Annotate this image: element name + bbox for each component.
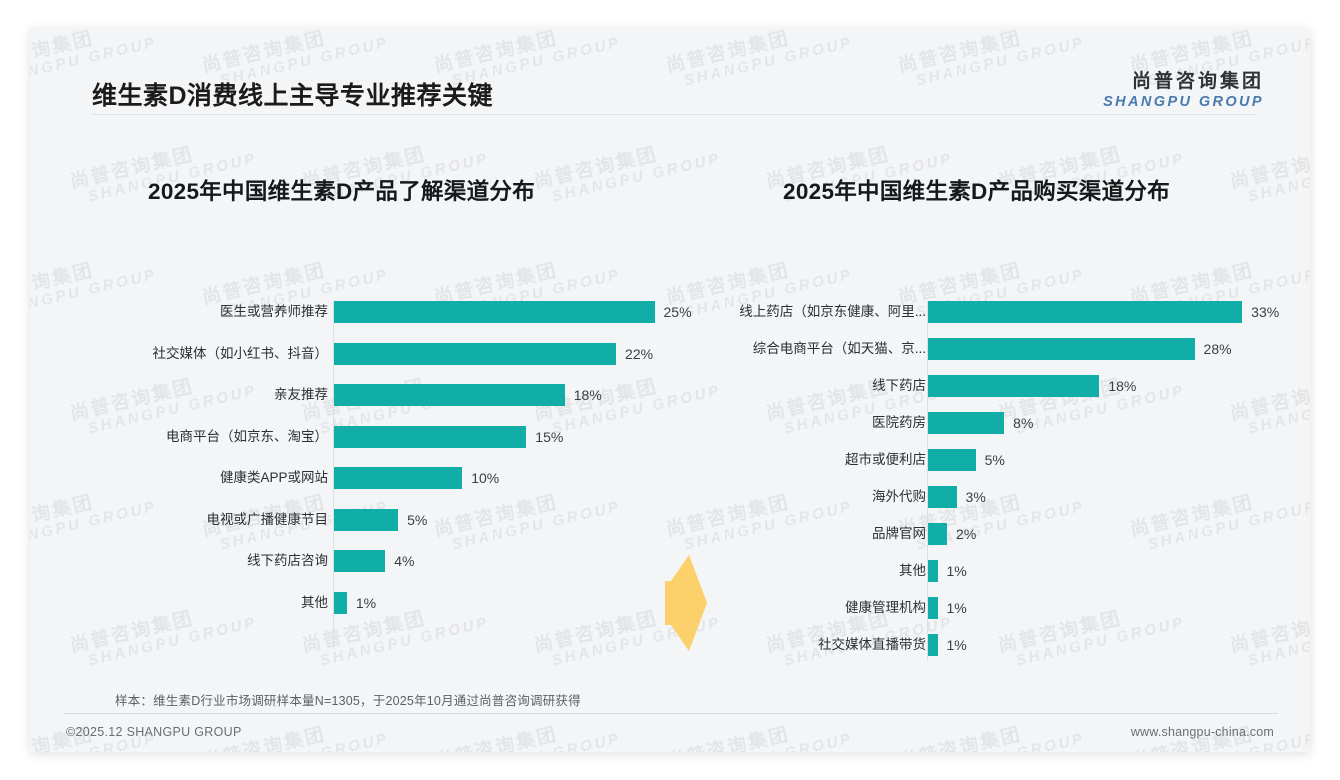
bar-category-label: 医院药房 [872,415,926,430]
bar-category-label: 海外代购 [872,489,926,504]
bar-value-label: 8% [1013,415,1034,431]
bar-value-label: 1% [946,563,967,579]
bar-category-label: 电视或广播健康节目 [206,511,329,527]
logo-english-name: SHANGPU GROUP [1103,94,1264,110]
bar-row: 其他 1% [675,560,1287,582]
bar-value-label: 3% [965,489,986,505]
bar-row: 品牌官网 2% [675,523,1287,545]
bar-value-label: 28% [1203,341,1232,357]
copyright-text: ©2025.12 SHANGPU GROUP [66,725,242,739]
chart-title-awareness: 2025年中国维生素D产品了解渠道分布 [148,179,536,204]
header-divider [92,114,1256,115]
chart-title-purchase: 2025年中国维生素D产品购买渠道分布 [783,179,1171,204]
bar-awareness-4 [334,467,463,489]
bar-awareness-2 [334,384,565,406]
bar-row: 社交媒体（如小红书、抖音） 22% [85,342,675,365]
bar-purchase-3 [928,412,1005,434]
bar-value-label: 1% [946,637,967,653]
bar-value-label: 25% [663,304,692,320]
bar-purchase-0 [928,301,1243,323]
bar-purchase-9 [928,634,938,656]
bar-value-label: 1% [946,600,967,616]
bar-category-label: 健康类APP或网站 [219,470,328,485]
bar-awareness-0 [334,301,655,323]
bar-row: 综合电商平台（如天猫、京... 28% [675,338,1287,360]
brand-logo: 尚普咨询集团 SHANGPU GROUP [1103,66,1264,110]
bar-row: 超市或便利店 5% [675,449,1287,471]
bar-value-label: 18% [1108,378,1137,394]
footer-divider [63,713,1278,714]
bar-row: 医院药房 8% [675,412,1287,434]
flow-arrow-right-icon [663,553,709,653]
bar-category-label: 品牌官网 [872,526,926,541]
bar-category-label: 线下药店咨询 [247,553,328,568]
bar-row: 海外代购 3% [675,486,1287,508]
bar-row: 社交媒体直播带货 1% [675,634,1287,656]
bar-row: 医生或营养师推荐 25% [85,301,692,323]
bar-purchase-4 [928,449,976,471]
bar-value-label: 33% [1251,304,1280,320]
bar-value-label: 4% [394,553,415,569]
bar-row: 电商平台（如京东、淘宝） 15% [85,425,675,448]
bar-category-label: 其他 [899,563,926,578]
chart-panel-purchase: 2025年中国维生素D产品购买渠道分布 线上药店（如京东健康、阿里... 33% 综… [675,116,1287,676]
bar-awareness-7 [334,591,347,614]
bar-row: 健康管理机构 1% [675,597,1287,619]
bar-category-label: 社交媒体直播带货 [818,637,926,652]
bar-value-label: 15% [535,428,564,445]
sample-footnote: 样本：维生素D行业市场调研样本量N=1305，于2025年10月通过尚普咨询调研… [115,694,581,708]
bar-value-label: 1% [355,594,377,611]
bar-row: 线下药店 18% [675,375,1287,397]
logo-chinese-name: 尚普咨询集团 [1131,71,1264,92]
page-title: 维生素D消费线上主导专业推荐关键 [92,82,494,110]
bar-row: 亲友推荐 18% [85,384,675,406]
bar-row: 其他 1% [85,591,675,614]
bar-category-label: 其他 [301,594,328,610]
bar-purchase-2 [928,375,1100,397]
bar-row: 健康类APP或网站 10% [85,467,675,489]
bar-awareness-5 [334,508,399,531]
bar-category-label: 亲友推荐 [274,387,328,402]
website-link[interactable]: www.shangpu-china.com [1130,725,1274,739]
bar-awareness-3 [334,425,527,448]
bar-value-label: 18% [573,387,602,403]
bar-awareness-6 [334,550,386,572]
charts-area: 2025年中国维生素D产品了解渠道分布 医生或营养师推荐 25% 社交媒体（如小红书… [30,116,1310,676]
bar-row: 线下药店咨询 4% [85,550,675,572]
bar-purchase-1 [928,338,1195,360]
chart-panel-awareness: 2025年中国维生素D产品了解渠道分布 医生或营养师推荐 25% 社交媒体（如小红书… [85,116,692,676]
chart-axis-line [333,301,334,649]
bar-row: 电视或广播健康节目 5% [85,508,675,531]
bar-purchase-7 [928,560,938,582]
bar-category-label: 医生或营养师推荐 [220,304,328,319]
bar-value-label: 22% [625,345,654,362]
bar-purchase-5 [928,486,957,508]
bar-purchase-6 [928,523,948,545]
bar-category-label: 综合电商平台（如天猫、京... [752,341,926,356]
bar-category-label: 健康管理机构 [845,600,926,615]
bar-value-label: 10% [471,470,500,486]
bar-value-label: 5% [407,511,428,528]
bar-awareness-1 [334,342,617,365]
bar-value-label: 2% [956,526,977,542]
bar-row: 线上药店（如京东健康、阿里... 33% [675,301,1287,323]
bar-category-label: 线下药店 [872,378,926,393]
chart-axis-line [927,301,928,661]
bar-value-label: 5% [984,452,1005,468]
bar-category-label: 电商平台（如京东、淘宝） [166,428,328,444]
bar-purchase-8 [928,597,938,619]
bar-category-label: 社交媒体（如小红书、抖音） [152,345,329,361]
bar-category-label: 线上药店（如京东健康、阿里... [739,304,926,319]
slide-header: 维生素D消费线上主导专业推荐关键 尚普咨询集团 SHANGPU GROUP [30,28,1310,116]
slide-canvas: 尚普咨询集团 SHANGPU GROUP 尚普咨询集团 SHANGPU GROUP 尚普… [30,28,1310,752]
slide-footer: ©2025.12 SHANGPU GROUP www.shangpu-china… [30,714,1310,752]
bar-category-label: 超市或便利店 [845,452,926,467]
